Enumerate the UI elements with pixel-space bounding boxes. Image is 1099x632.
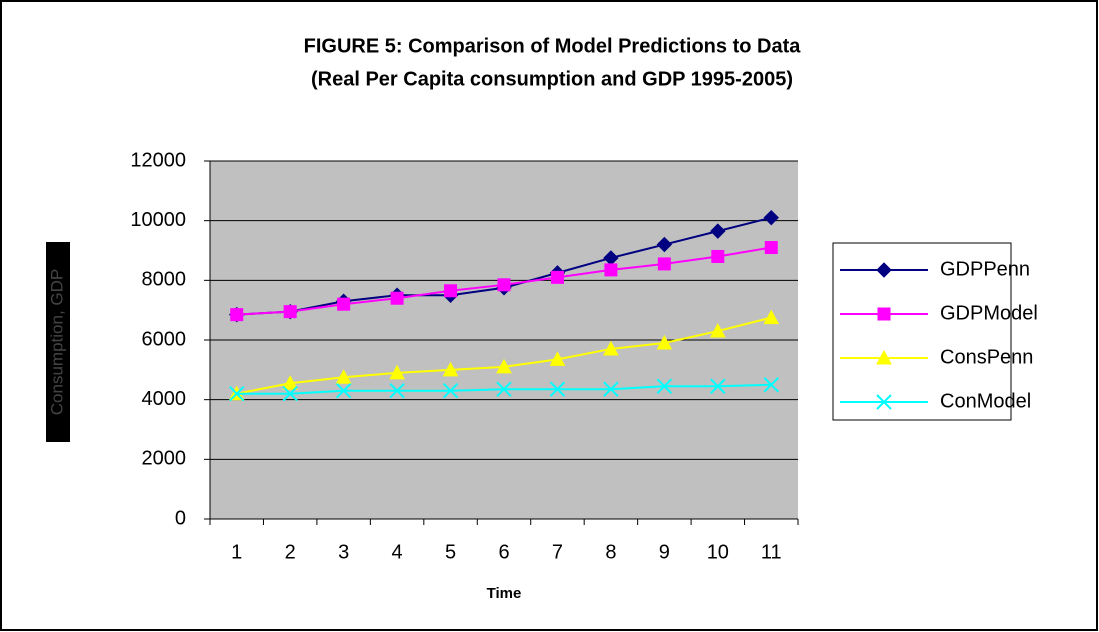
marker <box>497 278 511 292</box>
x-tick-label: 3 <box>338 541 349 563</box>
x-tick-label: 6 <box>498 541 509 563</box>
legend-label: GDPPenn <box>940 258 1030 280</box>
x-tick-label: 5 <box>445 541 456 563</box>
marker <box>335 369 352 384</box>
y-tick-label: 6000 <box>142 328 187 350</box>
marker <box>656 334 673 350</box>
marker <box>282 385 298 402</box>
y-tick-label: 2000 <box>142 448 187 470</box>
marker <box>283 305 297 319</box>
marker <box>442 383 459 399</box>
marker <box>389 364 405 380</box>
y-label-box <box>46 242 70 442</box>
marker <box>656 236 673 253</box>
legend <box>832 242 1012 421</box>
marker <box>282 375 299 390</box>
marker <box>229 385 245 402</box>
x-tick-label: 7 <box>552 541 563 563</box>
x-tick-label: 2 <box>285 541 296 563</box>
marker <box>442 361 459 377</box>
marker <box>764 241 778 255</box>
marker <box>335 383 352 399</box>
legend-label: GDPModel <box>940 302 1038 324</box>
marker <box>763 377 779 393</box>
marker <box>763 209 779 226</box>
marker <box>549 381 566 397</box>
marker <box>603 381 619 397</box>
legend-label: ConModel <box>940 390 1031 412</box>
x-tick-label: 9 <box>659 541 670 563</box>
x-tick-label: 4 <box>392 541 403 563</box>
marker <box>604 263 618 277</box>
marker <box>390 291 404 305</box>
marker <box>550 270 564 284</box>
marker <box>549 351 566 366</box>
x-tick-label: 11 <box>761 541 782 563</box>
marker <box>389 383 405 399</box>
y-tick-label: 4000 <box>142 388 187 410</box>
marker <box>711 249 725 263</box>
marker <box>710 378 726 394</box>
x-axis-label: Time <box>487 585 522 602</box>
marker <box>230 308 244 322</box>
marker <box>337 297 351 311</box>
marker <box>710 223 726 239</box>
marker <box>496 381 512 397</box>
marker <box>763 309 780 325</box>
legend-label: ConsPenn <box>940 346 1033 368</box>
y-tick-label: 0 <box>175 507 186 529</box>
marker <box>709 322 726 338</box>
x-tick-label: 1 <box>231 541 242 563</box>
marker <box>657 257 671 271</box>
y-tick-label: 10000 <box>130 209 186 231</box>
marker <box>444 284 458 298</box>
y-tick-label: 12000 <box>130 149 186 171</box>
y-axis-label: Consumption, GDP <box>47 269 66 415</box>
chart-subtitle: (Real Per Capita consumption and GDP 199… <box>311 68 793 90</box>
x-tick-label: 8 <box>605 541 616 563</box>
marker <box>876 394 892 410</box>
marker <box>656 378 673 394</box>
chart-title: FIGURE 5: Comparison of Model Prediction… <box>304 35 802 57</box>
marker <box>876 349 892 365</box>
marker <box>496 358 512 374</box>
marker <box>876 262 892 278</box>
x-tick-label: 10 <box>707 541 729 563</box>
y-tick-label: 8000 <box>142 269 187 291</box>
marker <box>603 340 619 356</box>
marker <box>877 307 891 321</box>
